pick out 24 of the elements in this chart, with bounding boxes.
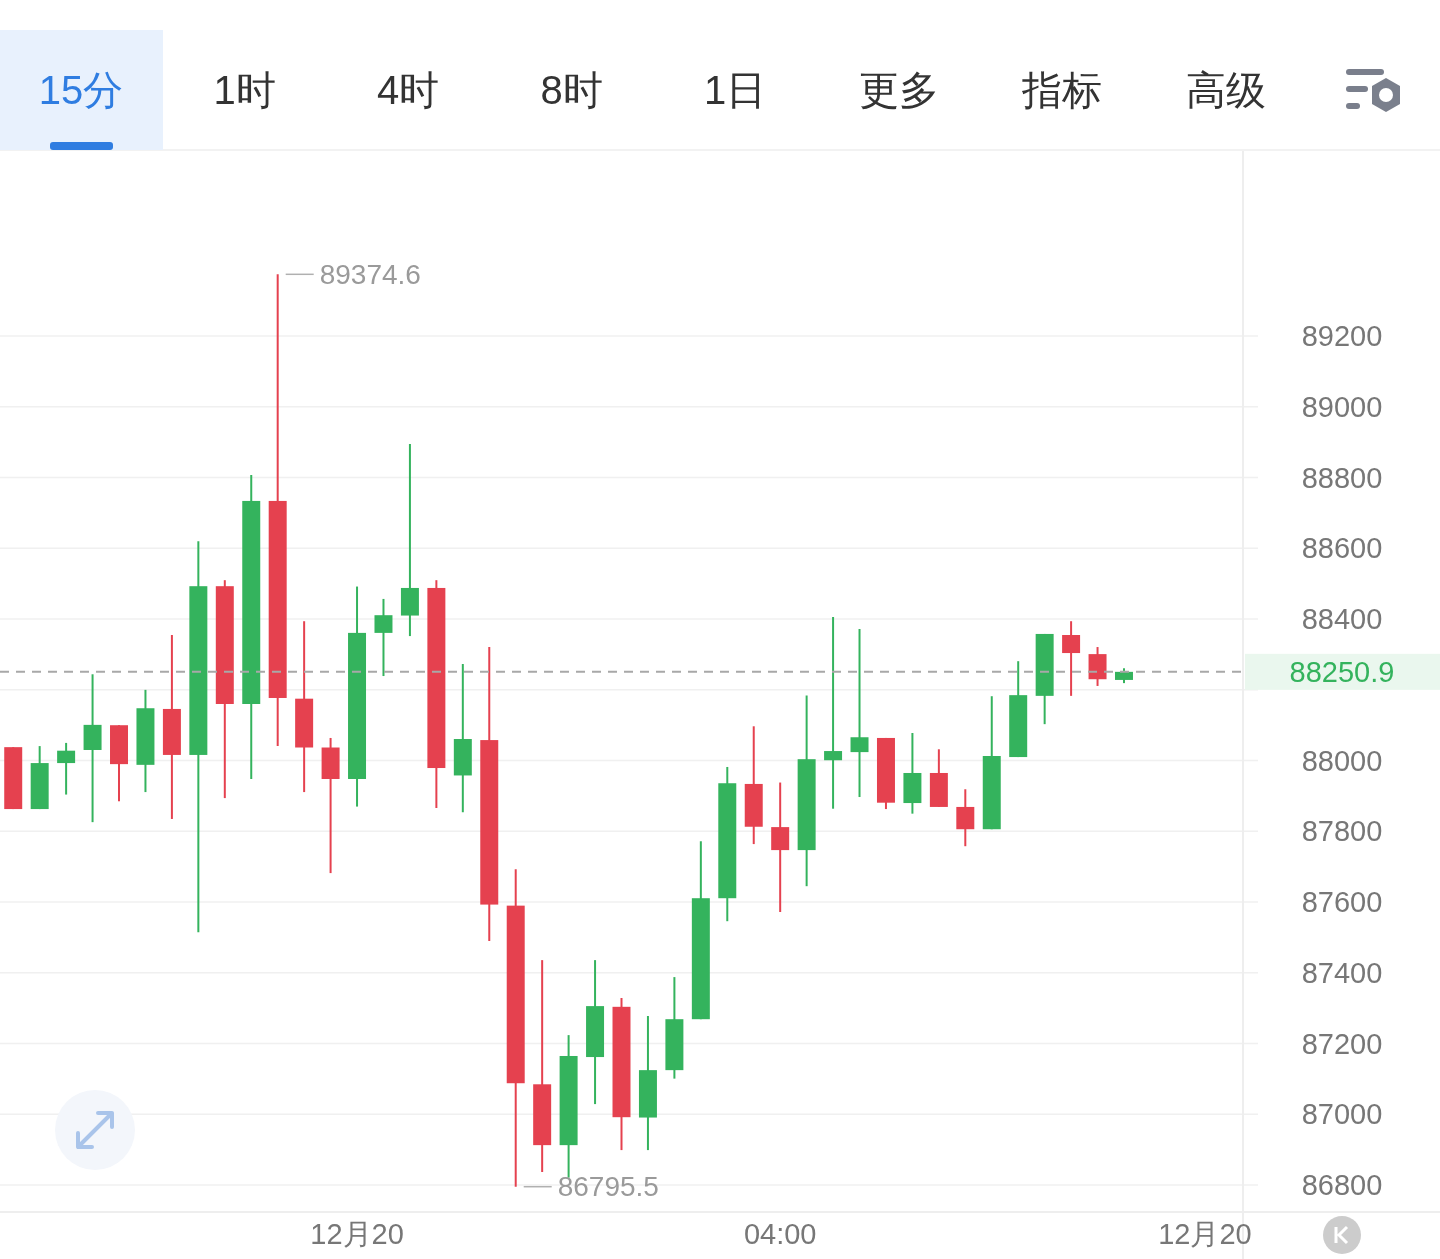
y-tick-label: 87400 <box>1301 956 1383 989</box>
y-tick-label: 88600 <box>1301 532 1383 565</box>
text: 15分 <box>38 68 124 112</box>
y-tick-label: 87600 <box>1301 886 1383 919</box>
ref-line-label: 88250.9 <box>1289 655 1395 688</box>
annotation: 86795.5 <box>557 1171 659 1203</box>
text: 4时 <box>376 68 440 112</box>
y-tick-label: 88000 <box>1301 744 1383 777</box>
y-tick-label: 87000 <box>1301 1098 1383 1131</box>
x-tick-label: 04:00 <box>743 1218 817 1250</box>
text: 指标 <box>1021 68 1102 112</box>
y-tick-label: 89200 <box>1301 320 1383 353</box>
text: 8时 <box>540 68 603 112</box>
y-tick-label: 86800 <box>1301 1169 1383 1202</box>
text: 高级 <box>1185 68 1266 112</box>
text: 1时 <box>213 68 276 112</box>
y-tick-label: 87800 <box>1301 815 1383 848</box>
y-tick-label: 88400 <box>1301 603 1383 636</box>
annotation: 89374.6 <box>319 258 421 290</box>
text: 1日 <box>703 68 767 112</box>
y-tick-label: 87200 <box>1301 1027 1383 1060</box>
y-tick-label: 88800 <box>1301 461 1383 494</box>
text: 更多 <box>858 68 939 112</box>
y-tick-label: 89000 <box>1301 390 1383 423</box>
